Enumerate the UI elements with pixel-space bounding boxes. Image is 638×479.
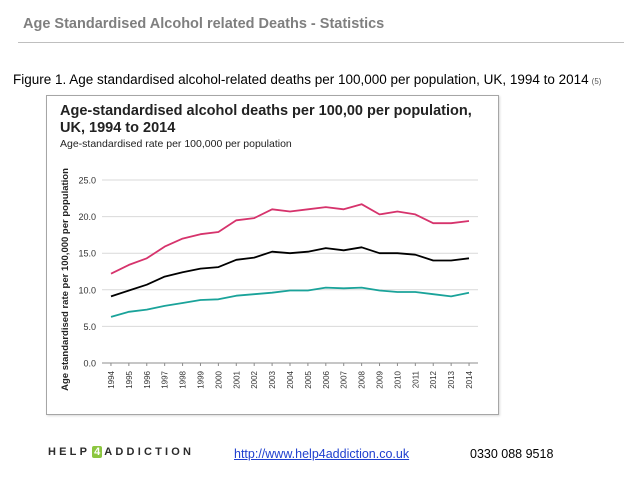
x-tick-label: 1999	[196, 370, 205, 388]
x-tick-label: 2007	[340, 370, 349, 388]
x-tick-label: 2014	[465, 370, 474, 388]
series-line-total	[110, 246, 470, 298]
line-chart: 0.0 5.0 10.0 15.0 20.0 25.0 1994 1995 1996 1997 19…	[60, 168, 478, 391]
x-tick-label: 2006	[322, 370, 331, 388]
x-tick-label: 2003	[268, 370, 277, 388]
figure-caption: Figure 1. Age standardised alcohol-relat…	[13, 72, 601, 87]
chart-title-line-1: Age-standardised alcohol deaths per 100,…	[60, 103, 472, 119]
x-tick-label: 1995	[125, 370, 134, 388]
x-tick-label: 2004	[286, 370, 295, 388]
chart-frame	[46, 95, 499, 415]
y-tick-label: 10.0	[78, 285, 96, 295]
x-tick-label: 2010	[393, 370, 402, 388]
y-tick-label: 15.0	[78, 249, 96, 259]
x-tick-label: 1998	[179, 370, 188, 388]
x-tick-label: 2008	[358, 370, 367, 388]
help4addiction-logo[interactable]: HELP 4 ADDICTION	[48, 446, 194, 458]
logo-text-addiction: ADDICTION	[104, 446, 195, 458]
x-tick-label: 2013	[447, 370, 456, 388]
y-tick-label: 0.0	[83, 359, 96, 369]
y-tick-label: 5.0	[83, 322, 96, 332]
y-tick-label: 25.0	[78, 176, 96, 186]
series-line-females	[110, 286, 470, 318]
y-axis-title: Age standardised rate per 100,000 per po…	[60, 168, 71, 391]
chart-title-line-2: UK, 1994 to 2014	[60, 120, 176, 136]
title-divider	[18, 42, 624, 43]
x-tick-label: 2002	[250, 370, 259, 388]
logo-text-help: HELP	[48, 446, 91, 458]
figure-reference: (5)	[591, 77, 602, 86]
chart-title: Age-standardised alcohol deaths per 100,…	[60, 103, 496, 137]
x-tick-label: 2000	[214, 370, 223, 388]
x-tick-label: 2012	[429, 370, 438, 388]
figure-caption-text: Figure 1. Age standardised alcohol-relat…	[13, 72, 589, 87]
x-tick-label: 2009	[376, 370, 385, 388]
x-tick-label: 2011	[411, 370, 420, 388]
chart-subtitle: Age-standardised rate per 100,000 per po…	[60, 138, 292, 150]
x-tick-label: 1994	[107, 370, 116, 388]
x-tick-label: 2005	[304, 370, 313, 388]
slide-title: Age Standardised Alcohol related Deaths …	[23, 16, 385, 32]
phone-number: 0330 088 9518	[470, 447, 554, 461]
series-line-males	[110, 203, 470, 275]
x-tick-label: 1997	[161, 370, 170, 388]
y-tick-label: 20.0	[78, 212, 96, 222]
x-tick-label: 2001	[232, 370, 241, 388]
website-link[interactable]: http://www.help4addiction.co.uk	[234, 447, 410, 461]
logo-text-number: 4	[92, 446, 103, 458]
x-tick-label: 1996	[143, 370, 152, 388]
